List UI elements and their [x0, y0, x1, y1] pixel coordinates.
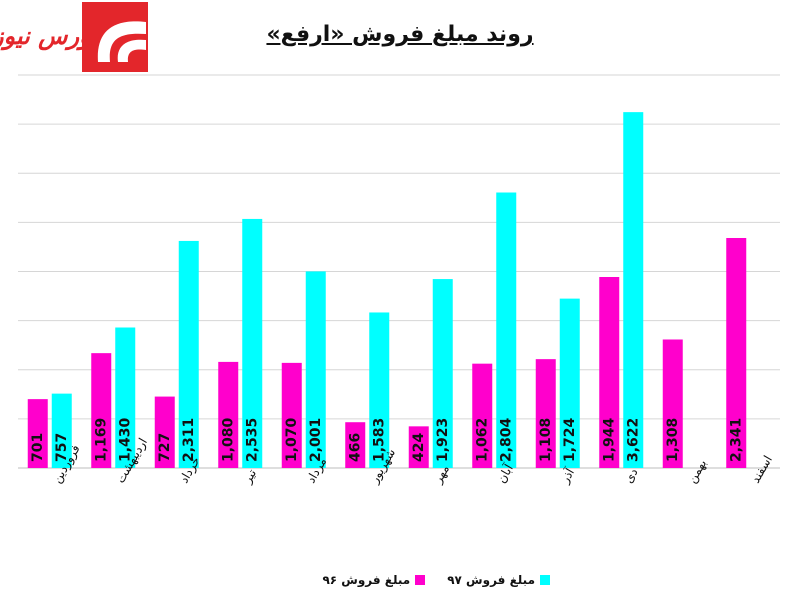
data-label-s1-7: 2,804 [498, 417, 514, 462]
data-label-s0-6: 424 [411, 433, 427, 462]
bar-s1-9 [623, 112, 644, 469]
category-label-9: دی [621, 466, 640, 486]
logo: بورس نیوز [0, 2, 148, 72]
legend-item-96: مبلغ فروش ۹۶ [322, 573, 426, 587]
bar-s1-7 [496, 192, 517, 468]
data-label-s0-9: 1,944 [601, 417, 617, 462]
legend-swatch-97 [540, 575, 550, 585]
bar-s0-5 [345, 422, 366, 468]
bar-s0-2 [154, 396, 175, 468]
bar-s0-1 [91, 353, 112, 468]
data-label-s1-6: 1,923 [435, 418, 451, 462]
legend-swatch-96 [415, 575, 426, 585]
data-label-s1-5: 1,583 [371, 418, 387, 462]
data-label-s1-3: 2,535 [244, 418, 260, 462]
data-label-s0-2: 727 [157, 433, 173, 462]
bar-s1-4 [305, 271, 326, 468]
bar-s0-6 [408, 426, 429, 468]
bar-s1-1 [115, 327, 136, 468]
bar-s1-6 [432, 279, 453, 468]
data-label-s0-10: 1,308 [665, 418, 681, 462]
bar-s0-11 [726, 237, 747, 468]
data-label-s0-7: 1,062 [474, 418, 490, 462]
data-label-s0-0: 701 [30, 433, 46, 462]
bar-s0-3 [218, 361, 239, 468]
category-label-3: تیر [240, 467, 260, 487]
chart-title: روند مبلغ فروش «ارفع» [266, 22, 534, 47]
bar-s0-0 [27, 399, 48, 468]
legend: مبلغ فروش ۹۷ مبلغ فروش ۹۶ [300, 570, 550, 590]
logo-text: بورس نیوز [0, 21, 98, 51]
legend-label-97: مبلغ فروش ۹۷ [447, 573, 535, 587]
data-label-s1-4: 2,001 [308, 418, 324, 462]
logo-white-arc [97, 21, 146, 62]
category-label-10: بهمن [685, 457, 710, 486]
legend-label-96: مبلغ فروش ۹۶ [322, 573, 411, 587]
data-label-s0-8: 1,108 [538, 418, 554, 462]
bar-s0-10 [662, 339, 683, 468]
bar-s0-9 [599, 277, 620, 468]
data-label-s0-3: 1,080 [220, 417, 236, 462]
bar-s0-8 [535, 359, 556, 468]
legend-item-97: مبلغ فروش ۹۷ [447, 573, 550, 587]
bar-s1-3 [242, 218, 263, 468]
bar-s1-2 [178, 240, 199, 468]
data-label-s1-8: 1,724 [562, 417, 578, 462]
data-label-s1-9: 3,622 [625, 418, 641, 462]
data-label-s0-11: 2,341 [728, 418, 744, 462]
bar-s1-0 [51, 393, 72, 468]
data-label-s0-4: 1,070 [284, 417, 300, 462]
data-label-s1-0: 757 [54, 433, 70, 462]
data-label-s1-1: 1,430 [117, 417, 133, 462]
data-label-s0-5: 466 [347, 433, 363, 462]
bar-s0-7 [472, 363, 493, 468]
bar-s1-5 [369, 312, 390, 468]
category-label-11: اسفند [748, 453, 775, 485]
bar-s1-8 [559, 298, 580, 468]
data-label-s1-2: 2,311 [181, 418, 197, 462]
bar-s0-4 [281, 362, 302, 468]
data-label-s0-1: 1,169 [93, 418, 109, 462]
logo-white-arc-small [117, 39, 146, 62]
